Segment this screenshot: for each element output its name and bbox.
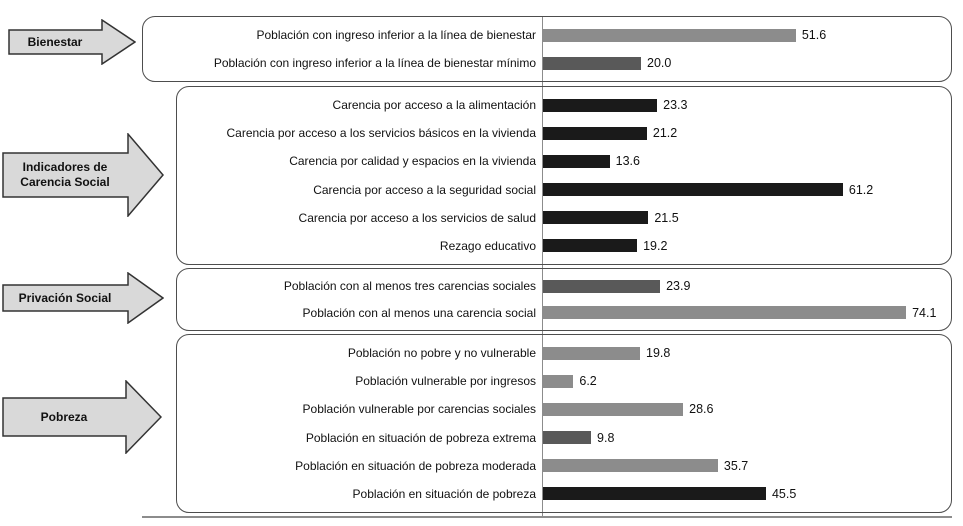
bar-row: Población en situación de pobreza extrem… <box>177 424 951 452</box>
bar-value-label: 19.2 <box>643 238 668 253</box>
bar <box>543 183 843 197</box>
bar <box>543 154 610 168</box>
bar-row: Población vulnerable por ingresos 6.2 <box>177 367 951 395</box>
arrow-right-icon <box>2 272 164 324</box>
bar-category-label: Carencia por acceso a los servicios bási… <box>226 126 537 141</box>
bar-value-label: 21.2 <box>652 126 678 141</box>
bar-value-label: 6.2 <box>579 374 597 389</box>
bar-row: Población con ingreso inferior a la líne… <box>143 49 951 77</box>
bar-track: 35.7 <box>543 452 951 480</box>
bar-value-label: 13.6 <box>615 154 640 169</box>
bar-row: Rezago educativo 19.2 <box>177 232 951 260</box>
bar-track: 23.9 <box>543 273 951 300</box>
bar-track: 6.2 <box>543 367 951 395</box>
bar-row: Población con al menos una carencia soci… <box>177 300 951 327</box>
group-arrow-privacion-social: Privación Social <box>2 272 164 324</box>
group-box-indicadores-carencia-social: Carencia por acceso a la alimentación 23… <box>176 86 952 265</box>
bar-value-label: 45.5 <box>771 486 797 501</box>
arrow-right-icon <box>8 19 136 65</box>
bar-track: 61.2 <box>543 176 951 204</box>
group-arrow-label: Indicadores de Carencia Social <box>20 160 110 189</box>
bar-row: Población en situación de pobreza modera… <box>177 452 951 480</box>
bar-category-label: Población no pobre y no vulnerable <box>347 346 536 361</box>
bar-value-label: 28.6 <box>689 402 714 417</box>
bar <box>543 279 661 293</box>
group-arrow-indicadores-carencia-social: Indicadores de Carencia Social <box>2 133 164 217</box>
bar <box>543 402 684 416</box>
bar-row: Población con al menos tres carencias so… <box>177 273 951 300</box>
bar <box>543 431 592 445</box>
bar-track: 28.6 <box>543 395 951 423</box>
bar <box>543 28 796 42</box>
bar-track: 20.0 <box>543 49 951 77</box>
bar-value-label: 61.2 <box>848 182 874 197</box>
bar-category-label: Población con ingreso inferior a la líne… <box>256 28 536 42</box>
bar-category-label: Población con al menos tres carencias so… <box>283 279 536 294</box>
group-box-pobreza: Población no pobre y no vulnerable 19.8 … <box>176 334 952 513</box>
bar-value-label: 9.8 <box>597 430 615 445</box>
bar-track: 51.6 <box>543 21 951 49</box>
bar-value-label: 35.7 <box>723 458 749 473</box>
bar-track: 21.2 <box>543 119 951 147</box>
bar-row: Población no pobre y no vulnerable 19.8 <box>177 339 951 367</box>
bar-category-label: Población en situación de pobreza <box>352 486 536 501</box>
vertical-axis-line <box>542 16 543 517</box>
bar-value-label: 21.5 <box>654 210 679 225</box>
bar-row: Población vulnerable por carencias socia… <box>177 395 951 423</box>
bar-category-label: Carencia por acceso a los servicios de s… <box>298 210 536 225</box>
group-box-bienestar: Población con ingreso inferior a la líne… <box>142 16 952 82</box>
bar-category-label: Población con al menos una carencia soci… <box>302 305 536 320</box>
bar <box>543 98 658 112</box>
bar-value-label: 23.3 <box>663 98 688 113</box>
bar <box>543 211 649 225</box>
bar-row: Población con ingreso inferior a la líne… <box>143 21 951 49</box>
bar-track: 74.1 <box>543 300 951 327</box>
bar-track: 13.6 <box>543 147 951 175</box>
bar <box>543 56 641 70</box>
bar <box>543 459 718 473</box>
bar-category-label: Carencia por acceso a la seguridad socia… <box>313 182 536 197</box>
bar <box>543 346 641 360</box>
bar-row: Carencia por acceso a los servicios bási… <box>177 119 951 147</box>
bar-value-label: 23.9 <box>666 279 691 294</box>
bar-track: 9.8 <box>543 424 951 452</box>
bar-value-label: 74.1 <box>912 305 937 320</box>
bar-value-label: 20.0 <box>647 56 672 70</box>
bar-category-label: Población vulnerable por ingresos <box>355 374 536 389</box>
bar-track: 19.8 <box>543 339 951 367</box>
group-box-privacion-social: Población con al menos tres carencias so… <box>176 268 952 331</box>
bar-row: Carencia por acceso a la seguridad socia… <box>177 176 951 204</box>
bar <box>543 306 907 320</box>
arrow-right-icon <box>2 133 164 217</box>
bar <box>543 126 647 140</box>
bar-value-label: 19.8 <box>646 346 671 361</box>
bar <box>543 487 766 501</box>
bar-row: Carencia por acceso a la alimentación 23… <box>177 91 951 119</box>
bar-row: Carencia por acceso a los servicios de s… <box>177 204 951 232</box>
bar-category-label: Población en situación de pobreza modera… <box>295 458 536 473</box>
bar-row: Carencia por calidad y espacios en la vi… <box>177 147 951 175</box>
bar <box>543 374 574 388</box>
group-arrow-label: Pobreza <box>40 409 88 424</box>
bar-value-label: 51.6 <box>801 28 827 42</box>
bar-track: 21.5 <box>543 204 951 232</box>
group-arrow-pobreza: Pobreza <box>2 380 162 454</box>
bar-track: 45.5 <box>543 480 951 508</box>
group-arrow-label: Bienestar <box>27 34 83 49</box>
bar <box>543 239 638 253</box>
group-arrow-label: Privación Social <box>18 290 112 305</box>
arrow-right-icon <box>2 380 162 454</box>
bar-category-label: Población en situación de pobreza extrem… <box>305 430 536 445</box>
bar-category-label: Carencia por acceso a la alimentación <box>332 98 536 113</box>
bar-track: 23.3 <box>543 91 951 119</box>
horizontal-axis-line <box>142 516 952 518</box>
bar-category-label: Población vulnerable por carencias socia… <box>302 402 536 417</box>
bar-category-label: Carencia por calidad y espacios en la vi… <box>289 154 536 169</box>
bar-category-label: Población con ingreso inferior a la líne… <box>213 56 536 70</box>
bar-row: Población en situación de pobreza 45.5 <box>177 480 951 508</box>
group-arrow-bienestar: Bienestar <box>8 19 136 65</box>
bar-category-label: Rezago educativo <box>439 238 536 253</box>
bar-track: 19.2 <box>543 232 951 260</box>
